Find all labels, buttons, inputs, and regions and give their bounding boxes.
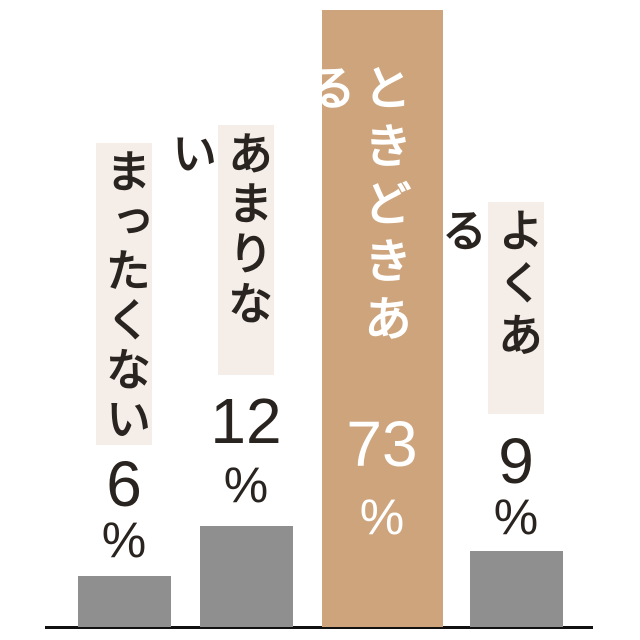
- bar: [199, 526, 293, 627]
- bar-category-label: ときどきある: [300, 63, 409, 351]
- bar-value-number: 73: [346, 408, 418, 480]
- bar-category-label: まったくない: [96, 143, 152, 445]
- bar-value-number: 12: [210, 385, 282, 457]
- bar-category-label: あまりない: [165, 125, 274, 375]
- bar-value-number: 6: [106, 448, 142, 520]
- bar: [321, 10, 443, 627]
- bar-value-unit: %: [223, 457, 269, 513]
- bar: [469, 551, 563, 627]
- bar-category-label: よくある: [435, 202, 544, 414]
- bar-value-unit: %: [359, 489, 405, 545]
- bar-value-number: 9: [498, 425, 534, 497]
- bar: [77, 576, 171, 627]
- bar-value-unit: %: [101, 512, 147, 568]
- x-axis-baseline: [45, 626, 593, 629]
- bar-value-unit: %: [493, 489, 539, 545]
